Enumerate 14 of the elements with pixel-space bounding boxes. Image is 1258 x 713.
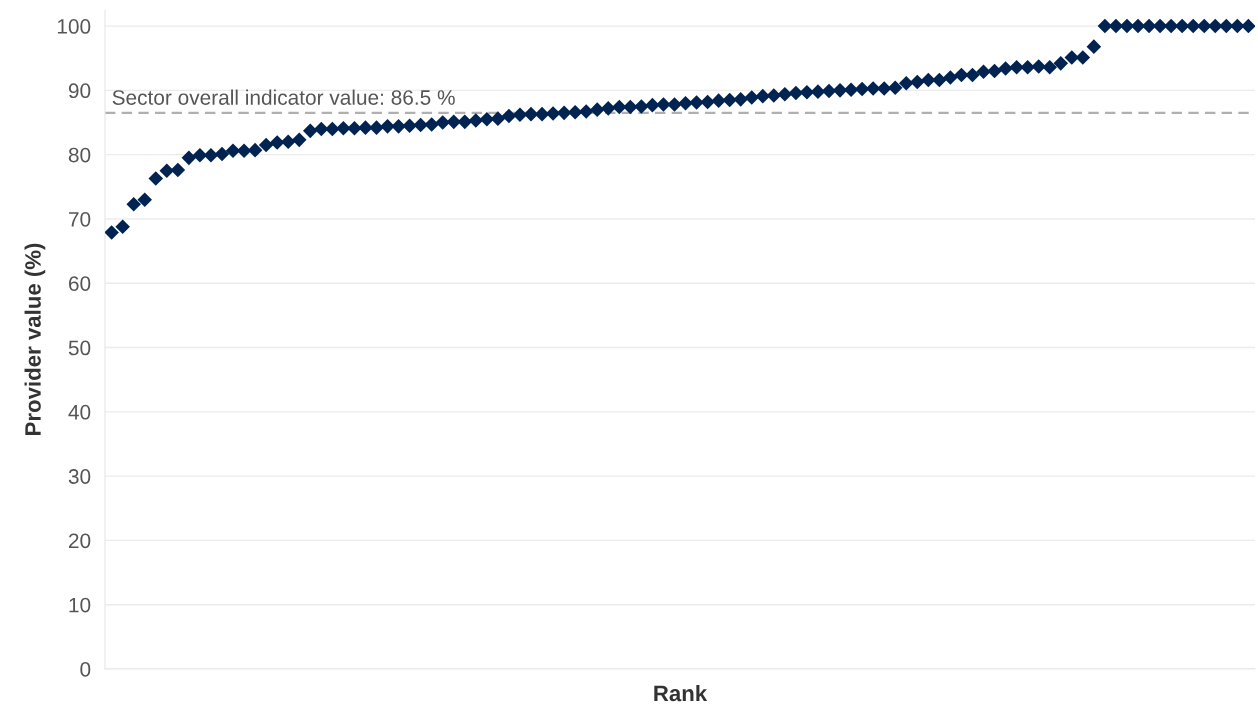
y-tick-label: 70: [69, 211, 91, 227]
y-tick-label: 0: [80, 662, 91, 677]
y-tick-label: 80: [68, 147, 91, 163]
y-tick-label: 30: [68, 469, 91, 484]
y-tick-label: 10: [69, 597, 91, 613]
ref-line-label: Sector overall indicator value: 86.5 %: [112, 89, 455, 105]
y-tick-label: 20: [68, 533, 91, 549]
y-tick-label: 40: [68, 404, 91, 420]
y-tick-label: 50: [68, 340, 91, 356]
y-tick-label: 60: [69, 276, 91, 291]
y-axis-title: Provider value (%): [24, 243, 46, 435]
x-axis-title: Rank: [654, 684, 708, 702]
y-tick-label: 90: [68, 83, 91, 99]
y-tick-label: 100: [57, 19, 91, 34]
